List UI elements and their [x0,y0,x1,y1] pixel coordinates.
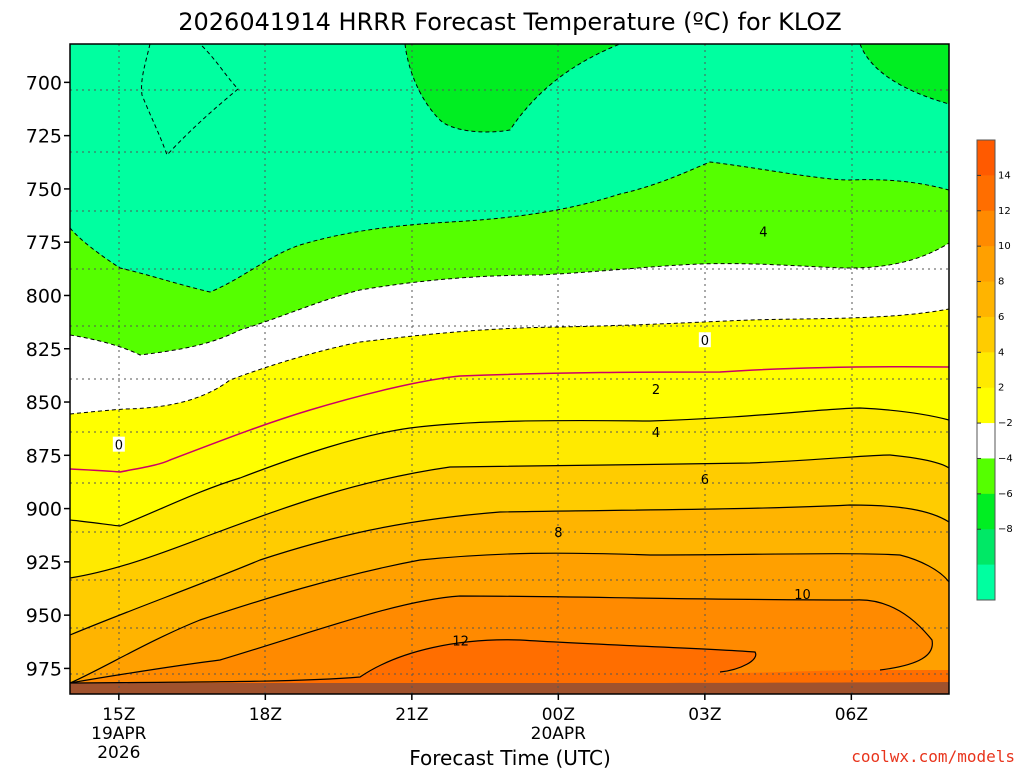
band-minus10-minus8 [70,44,949,292]
contour-2 [70,407,949,527]
y-tick-label: 825 [26,339,62,361]
contour-label: 4 [759,226,767,241]
y-tick-label: 775 [26,232,62,254]
contour-10 [70,595,933,684]
colorbar-label: 8 [998,277,1004,288]
colorbar-swatch [977,423,995,459]
dashed-contours [70,44,949,415]
colorbar-label: 4 [998,347,1004,358]
contour-4 [70,454,949,579]
y-tick-label: 850 [26,392,62,414]
grid [70,44,949,694]
colorbar-label: −8 [998,524,1013,535]
colorbar-swatch [977,387,995,424]
contour-label: 6 [701,473,709,488]
contour-label: 0 [115,439,123,454]
contour-label-bg [112,436,125,452]
colorbar-label: 12 [998,206,1011,217]
colorbar-swatch [977,140,995,176]
x-tick-label: 18Z [249,705,282,725]
colorbar-label: 6 [998,312,1004,323]
contour-label-bg [698,332,711,348]
contour-label: 12 [452,635,469,650]
colorbar-swatch [977,493,995,530]
contour-labels: 0 0 2 4 6 8 10 12 4 [112,226,811,650]
x-tick-sublabel: 19APR [91,724,147,744]
x-tick-label: 06Z [835,705,868,725]
colorbar-swatch [977,564,995,601]
colorbar-label: −4 [998,453,1013,464]
x-tick-label: 21Z [395,705,428,725]
contour-0 [70,365,949,473]
y-tick-label: 750 [26,179,62,201]
y-axis: 700 725 750 775 800 825 850 875 900 925 950 975 [26,72,70,680]
colorbar-frame [976,139,996,601]
chart-title: 2026041914 HRRR Forecast Temperature (ºC… [178,8,842,36]
x-tick-label: 15Z [102,705,135,725]
colorbar-label: 14 [998,170,1011,181]
contour-12 [70,639,757,684]
plot-frame [69,43,950,695]
contour-label: 0 [701,334,709,349]
colorbar-label: −6 [998,489,1013,500]
y-tick-label: 900 [26,499,62,521]
x-axis-label: Forecast Time (UTC) [409,746,611,768]
watermark-text: coolwx.com/models [851,747,1015,766]
contour-label: 8 [554,526,562,541]
colorbar-swatch [977,210,995,247]
y-tick-label: 800 [26,285,62,307]
contour-label: 4 [652,426,660,441]
x-tick-sublabel: 2026 [97,743,140,763]
y-tick-label: 950 [26,605,62,627]
colorbar-label: 2 [998,383,1004,394]
contour-label: 2 [652,383,660,398]
contour-label: 10 [794,588,811,603]
plot-area: 0 0 2 4 6 8 10 12 4 [69,43,950,695]
contour-lines [70,407,949,684]
colorbar-swatch [977,246,995,283]
colorbar: 14 12 10 8 6 4 2 −2 −4 −6 −8 [976,139,1013,601]
contour-6 [70,504,949,636]
x-tick-label: 03Z [688,705,721,725]
y-tick-label: 925 [26,552,62,574]
y-tick-label: 700 [26,72,62,94]
contour-8 [70,552,949,684]
colorbar-swatch [977,281,995,318]
x-tick-sublabel: 20APR [531,724,587,744]
colorbar-swatch [977,316,995,353]
colorbar-label: 10 [998,241,1011,252]
y-tick-label: 725 [26,126,62,148]
colorbar-label: −2 [998,418,1013,429]
x-tick-label: 00Z [542,705,575,725]
y-tick-label: 975 [26,658,62,680]
colorbar-swatch [977,458,995,495]
y-tick-label: 875 [26,445,62,467]
colorbar-swatch [977,529,995,566]
colorbar-swatch [977,175,995,212]
colorbar-swatch [977,352,995,389]
